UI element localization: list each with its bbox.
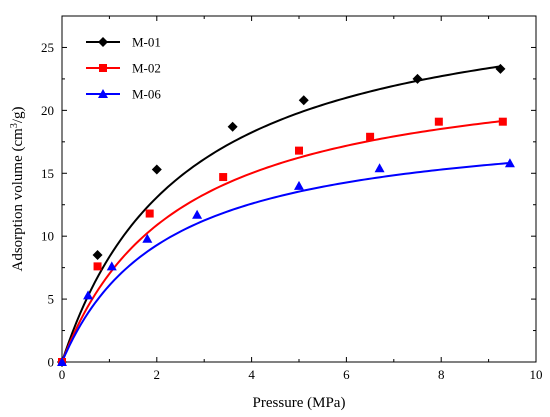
fit-line-m-02 — [61, 120, 503, 363]
y-tick-label: 5 — [48, 292, 55, 307]
y-axis-title-tail: /g) — [10, 107, 26, 124]
x-tick-label: 8 — [438, 367, 445, 382]
data-point-m-01 — [495, 63, 506, 74]
y-axis-title: Adsorption volume (cm3/g) — [9, 107, 27, 272]
data-point-m-02 — [295, 146, 303, 155]
y-tick-label: 20 — [41, 103, 54, 118]
legend-label: M-02 — [132, 61, 161, 76]
data-point-m-06 — [504, 158, 515, 168]
y-axis-title-main: Adsorption volume (cm — [10, 128, 26, 272]
data-point-m-02 — [219, 173, 228, 182]
legend-item-m-02: M-02 — [86, 61, 161, 76]
legend-marker — [98, 89, 108, 98]
data-point-m-06 — [374, 163, 385, 173]
data-point-m-02 — [366, 132, 375, 141]
data-point-m-01 — [227, 121, 238, 132]
data-point-m-02 — [434, 117, 443, 126]
data-point-m-06 — [106, 261, 117, 271]
data-point-m-01 — [92, 250, 103, 261]
data-point-m-01 — [298, 95, 309, 106]
legend-label: M-06 — [132, 87, 161, 102]
data-point-m-06 — [294, 180, 304, 190]
y-axis: 0 5 10 15 20 25 — [41, 40, 536, 370]
data-point-m-06 — [57, 357, 67, 366]
x-axis-title: Pressure (MPa) — [253, 395, 346, 411]
y-tick-label: 15 — [41, 166, 54, 181]
data-point-m-06 — [142, 233, 153, 243]
y-tick-label: 0 — [48, 355, 55, 370]
y-tick-label: 10 — [41, 229, 54, 244]
legend-label: M-01 — [132, 35, 161, 50]
x-tick-label: 4 — [248, 367, 255, 382]
legend-item-m-01: M-01 — [86, 35, 161, 50]
legend-item-m-06: M-06 — [86, 87, 161, 102]
y-axis-title-sup: 3 — [9, 123, 20, 128]
data-point-m-02 — [145, 209, 154, 218]
fit-line-m-06 — [61, 161, 511, 363]
x-tick-label: 10 — [530, 367, 543, 382]
x-tick-label: 2 — [154, 367, 161, 382]
legend: M-01 M-02 M-06 — [86, 35, 161, 102]
fit-curves — [61, 65, 511, 363]
y-tick-label: 25 — [41, 40, 54, 55]
data-point-m-06 — [83, 290, 94, 300]
x-tick-label: 0 — [59, 367, 66, 382]
x-axis: 0 2 4 6 8 10 — [59, 16, 543, 382]
fit-line-m-01 — [61, 65, 501, 363]
data-point-m-01 — [412, 73, 423, 84]
data-markers — [57, 63, 515, 367]
data-point-m-02 — [498, 117, 507, 126]
legend-marker — [98, 37, 108, 47]
data-point-m-02 — [93, 262, 102, 271]
data-point-m-06 — [192, 209, 203, 219]
legend-marker — [99, 64, 107, 72]
data-point-m-01 — [151, 164, 162, 175]
x-tick-label: 6 — [343, 367, 350, 382]
